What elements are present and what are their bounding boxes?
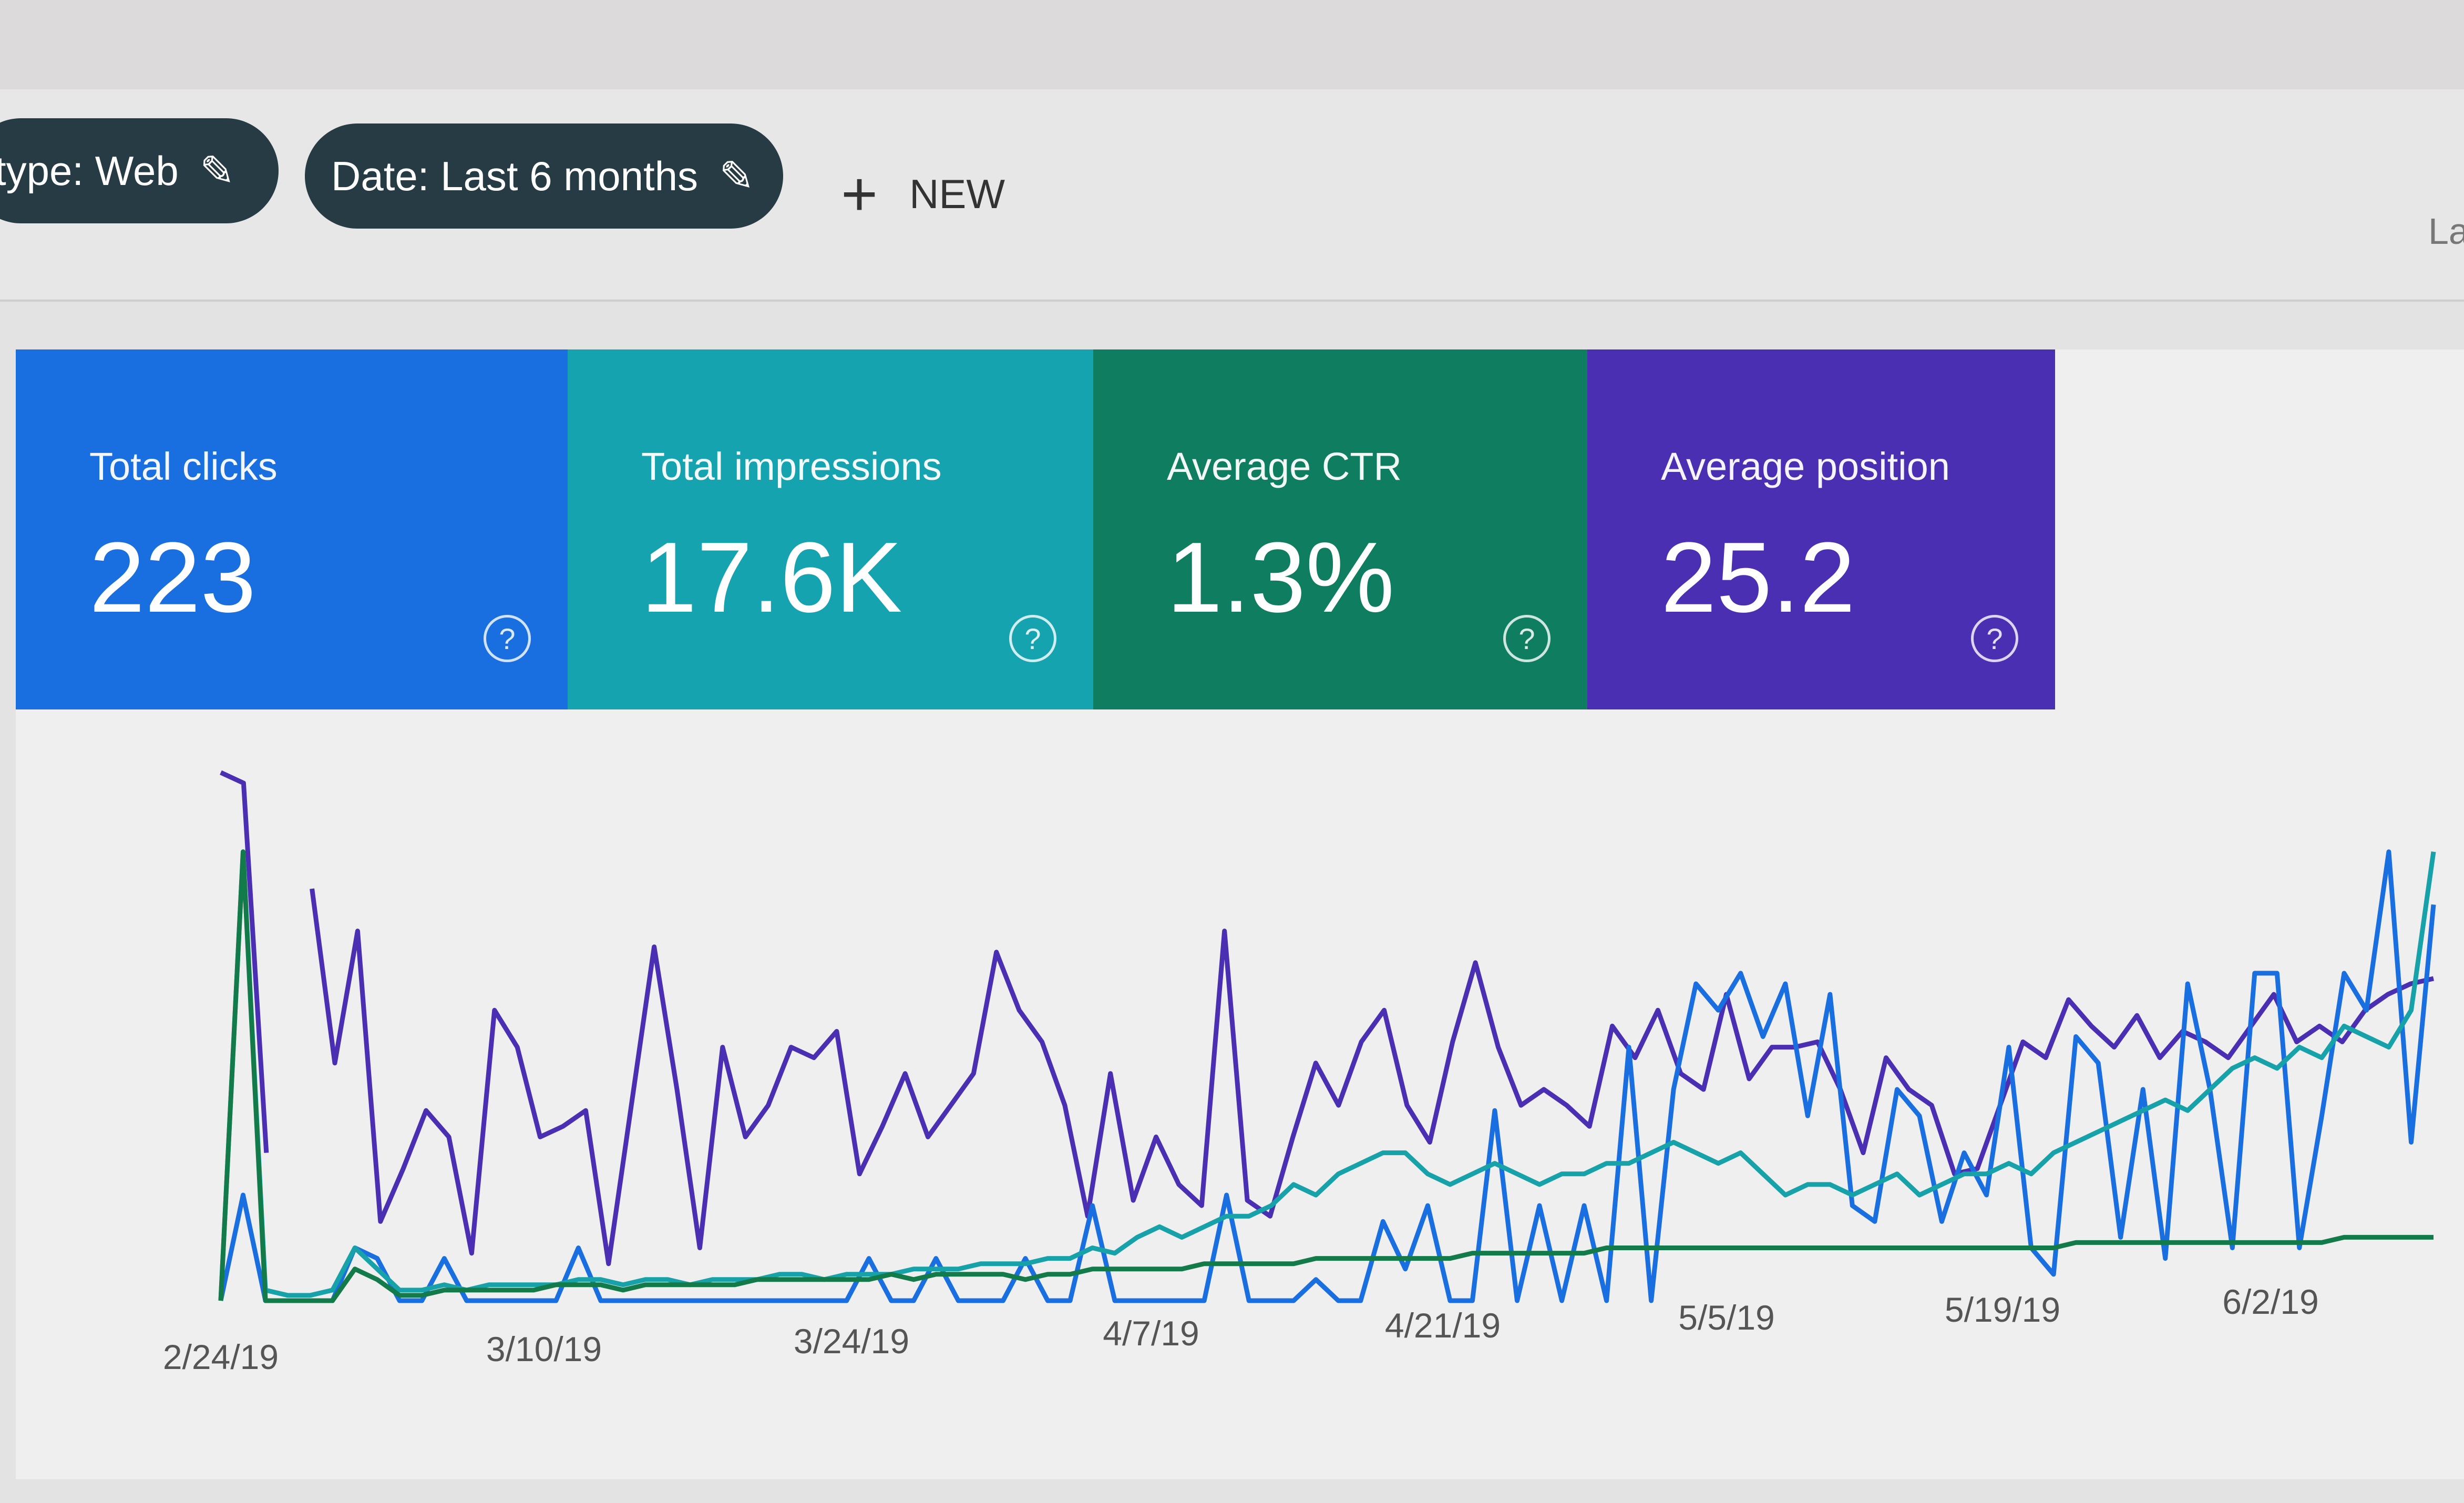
- x-tick-label: 4/7/19: [1103, 1314, 1199, 1353]
- help-icon[interactable]: ?: [1503, 615, 1551, 662]
- series-line-position: [218, 849, 2436, 1301]
- metric-card-total-clicks[interactable]: Total clicks 223 ?: [16, 349, 568, 709]
- metric-card-total-impressions[interactable]: Total impressions 17.6K ?: [568, 349, 1093, 709]
- x-tick-label: 4/21/19: [1385, 1306, 1501, 1345]
- series-line-ctr: [218, 849, 2434, 1303]
- pencil-icon[interactable]: ✎: [199, 147, 235, 194]
- help-icon[interactable]: ?: [484, 615, 531, 662]
- x-tick-label: 3/24/19: [794, 1322, 909, 1361]
- filter-chip-date[interactable]: Date: Last 6 months ✎: [305, 123, 783, 229]
- chip-label: type: Web: [0, 147, 179, 194]
- series-line-clicks: [218, 849, 2436, 1303]
- metric-value: 1.3%: [1167, 522, 1395, 633]
- metric-card-average-ctr[interactable]: Average CTR 1.3% ?: [1093, 349, 1587, 709]
- help-icon[interactable]: ?: [1009, 615, 1056, 662]
- new-filter-button[interactable]: + NEW: [841, 158, 1005, 230]
- truncated-text: La: [2428, 211, 2464, 252]
- new-label: NEW: [909, 170, 1005, 217]
- x-tick-label: 5/5/19: [1678, 1298, 1775, 1337]
- plus-icon: +: [841, 159, 878, 229]
- filter-chip-search-type[interactable]: type: Web ✎: [0, 118, 279, 223]
- window-top: [0, 0, 2464, 89]
- metric-title: Average position: [1661, 445, 1950, 488]
- x-tick-label: 2/24/19: [163, 1337, 279, 1376]
- chip-label: Date: Last 6 months: [331, 152, 699, 199]
- metric-value: 17.6K: [641, 522, 902, 633]
- series-line-impressions: [220, 770, 2435, 1267]
- metric-value: 223: [89, 522, 256, 633]
- x-tick-label: 5/19/19: [1945, 1290, 2060, 1329]
- x-tick-label: 3/10/19: [486, 1330, 602, 1368]
- metric-value: 25.2: [1661, 522, 1855, 633]
- metric-title: Total clicks: [89, 445, 278, 488]
- x-tick-label: 6/2/19: [2222, 1282, 2319, 1321]
- metric-title: Total impressions: [641, 445, 942, 488]
- pencil-icon[interactable]: ✎: [719, 152, 755, 200]
- metric-card-average-position[interactable]: Average position 25.2 ?: [1587, 349, 2055, 709]
- metric-title: Average CTR: [1167, 445, 1402, 488]
- help-icon[interactable]: ?: [1971, 615, 2018, 662]
